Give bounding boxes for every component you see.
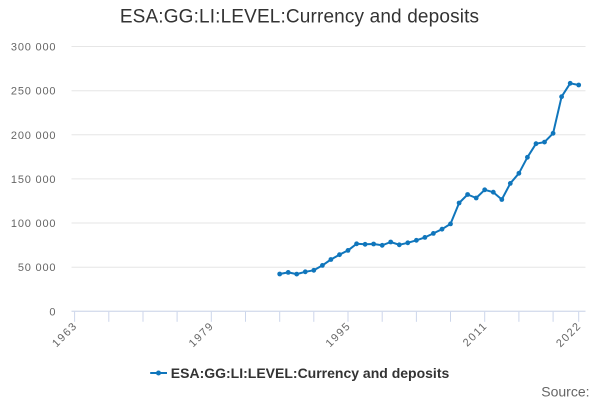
- svg-text:100 000: 100 000: [11, 218, 56, 230]
- svg-text:300 000: 300 000: [11, 42, 56, 54]
- svg-text:Source:: Source:: [541, 383, 589, 399]
- svg-text:ESA:GG:LI:LEVEL:Currency and d: ESA:GG:LI:LEVEL:Currency and deposits: [120, 6, 479, 27]
- svg-text:50 000: 50 000: [18, 262, 56, 274]
- svg-text:0: 0: [49, 306, 56, 318]
- svg-text:250 000: 250 000: [11, 86, 56, 98]
- svg-text:150 000: 150 000: [11, 174, 56, 186]
- svg-text:ESA:GG:LI:LEVEL:Currency and d: ESA:GG:LI:LEVEL:Currency and deposits: [171, 365, 450, 381]
- svg-text:200 000: 200 000: [11, 130, 56, 142]
